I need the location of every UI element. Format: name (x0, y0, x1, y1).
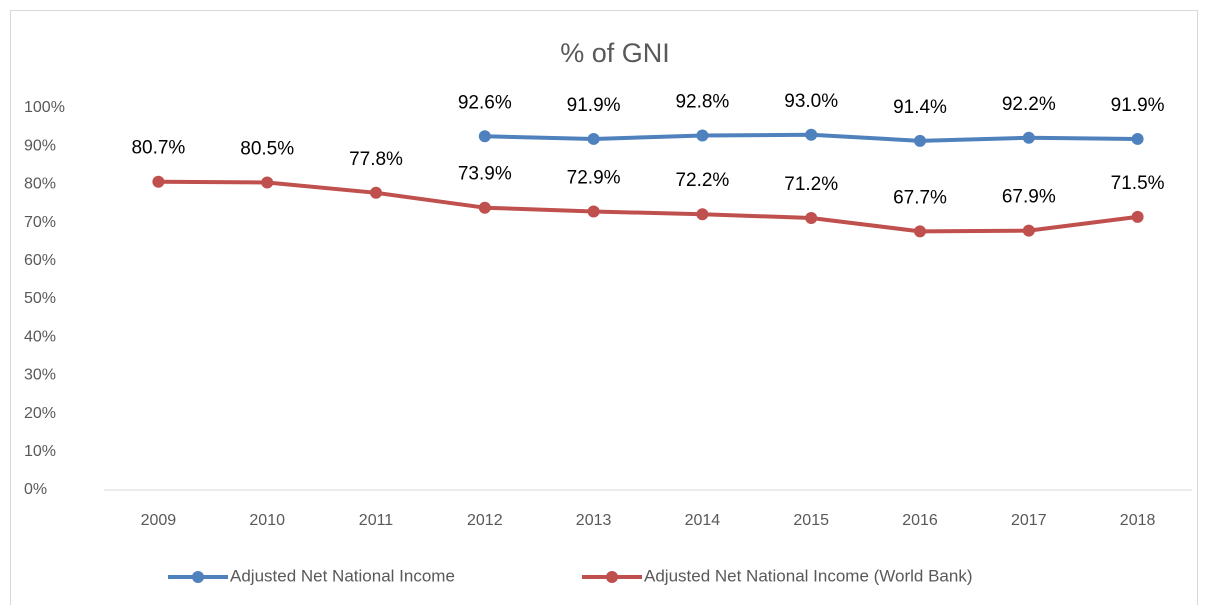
legend-marker (192, 571, 204, 583)
x-tick-label: 2011 (359, 512, 394, 529)
chart-title: % of GNI (560, 38, 670, 68)
point (478, 130, 491, 143)
y-tick-label: 60% (24, 252, 56, 269)
series-line (158, 179, 1138, 234)
point (805, 128, 818, 141)
point (805, 212, 818, 225)
point (261, 176, 274, 189)
x-tick-label: 2012 (467, 512, 503, 529)
data-label: 77.8% (349, 149, 403, 170)
data-label: 72.2% (675, 170, 729, 191)
x-tick-label: 2009 (141, 512, 177, 529)
legend-marker (606, 571, 618, 583)
point (478, 201, 491, 214)
data-label: 91.4% (893, 97, 947, 118)
y-tick-label: 90% (24, 137, 56, 154)
data-label: 67.7% (893, 187, 947, 208)
point (1022, 224, 1035, 237)
x-tick-label: 2014 (685, 512, 721, 529)
data-label: 92.8% (675, 92, 729, 113)
data-label: 71.2% (784, 174, 838, 195)
point (587, 132, 600, 145)
x-tick-label: 2018 (1120, 512, 1156, 529)
y-tick-label: 70% (24, 214, 56, 231)
data-label: 92.6% (458, 92, 512, 113)
point (914, 225, 926, 238)
data-label: 80.5% (240, 139, 294, 160)
y-tick-label: 0% (24, 481, 47, 498)
x-tick-label: 2016 (902, 512, 938, 529)
point (1131, 132, 1144, 145)
point (370, 186, 382, 199)
point (696, 208, 709, 221)
data-label: 71.5% (1111, 173, 1165, 194)
y-tick-label: 100% (24, 99, 65, 116)
data-label: 72.9% (567, 168, 621, 189)
y-tick-label: 40% (24, 328, 56, 345)
data-label: 80.7% (131, 138, 185, 159)
point (914, 134, 926, 147)
y-tick-label: 80% (24, 176, 56, 193)
legend-label: Adjusted Net National Income (230, 566, 455, 585)
y-tick-label: 50% (24, 290, 56, 307)
y-tick-label: 30% (24, 367, 56, 384)
point (696, 129, 709, 142)
data-label: 91.9% (567, 95, 621, 116)
data-label: 92.2% (1002, 94, 1056, 115)
point (1131, 210, 1144, 223)
data-label: 91.9% (1111, 95, 1165, 116)
x-tick-label: 2015 (793, 512, 829, 529)
x-tick-label: 2017 (1011, 512, 1047, 529)
point (587, 205, 600, 218)
y-tick-label: 10% (24, 443, 56, 460)
data-label: 73.9% (458, 164, 512, 185)
chart-border (10, 10, 1198, 605)
data-label: 93.0% (784, 91, 838, 112)
data-label: 67.9% (1002, 187, 1056, 208)
point (1022, 131, 1035, 144)
legend-label: Adjusted Net National Income (World Bank… (644, 566, 973, 585)
y-tick-label: 20% (24, 405, 56, 422)
x-tick-label: 2013 (576, 512, 612, 529)
point (152, 175, 165, 188)
x-tick-label: 2010 (249, 512, 285, 529)
